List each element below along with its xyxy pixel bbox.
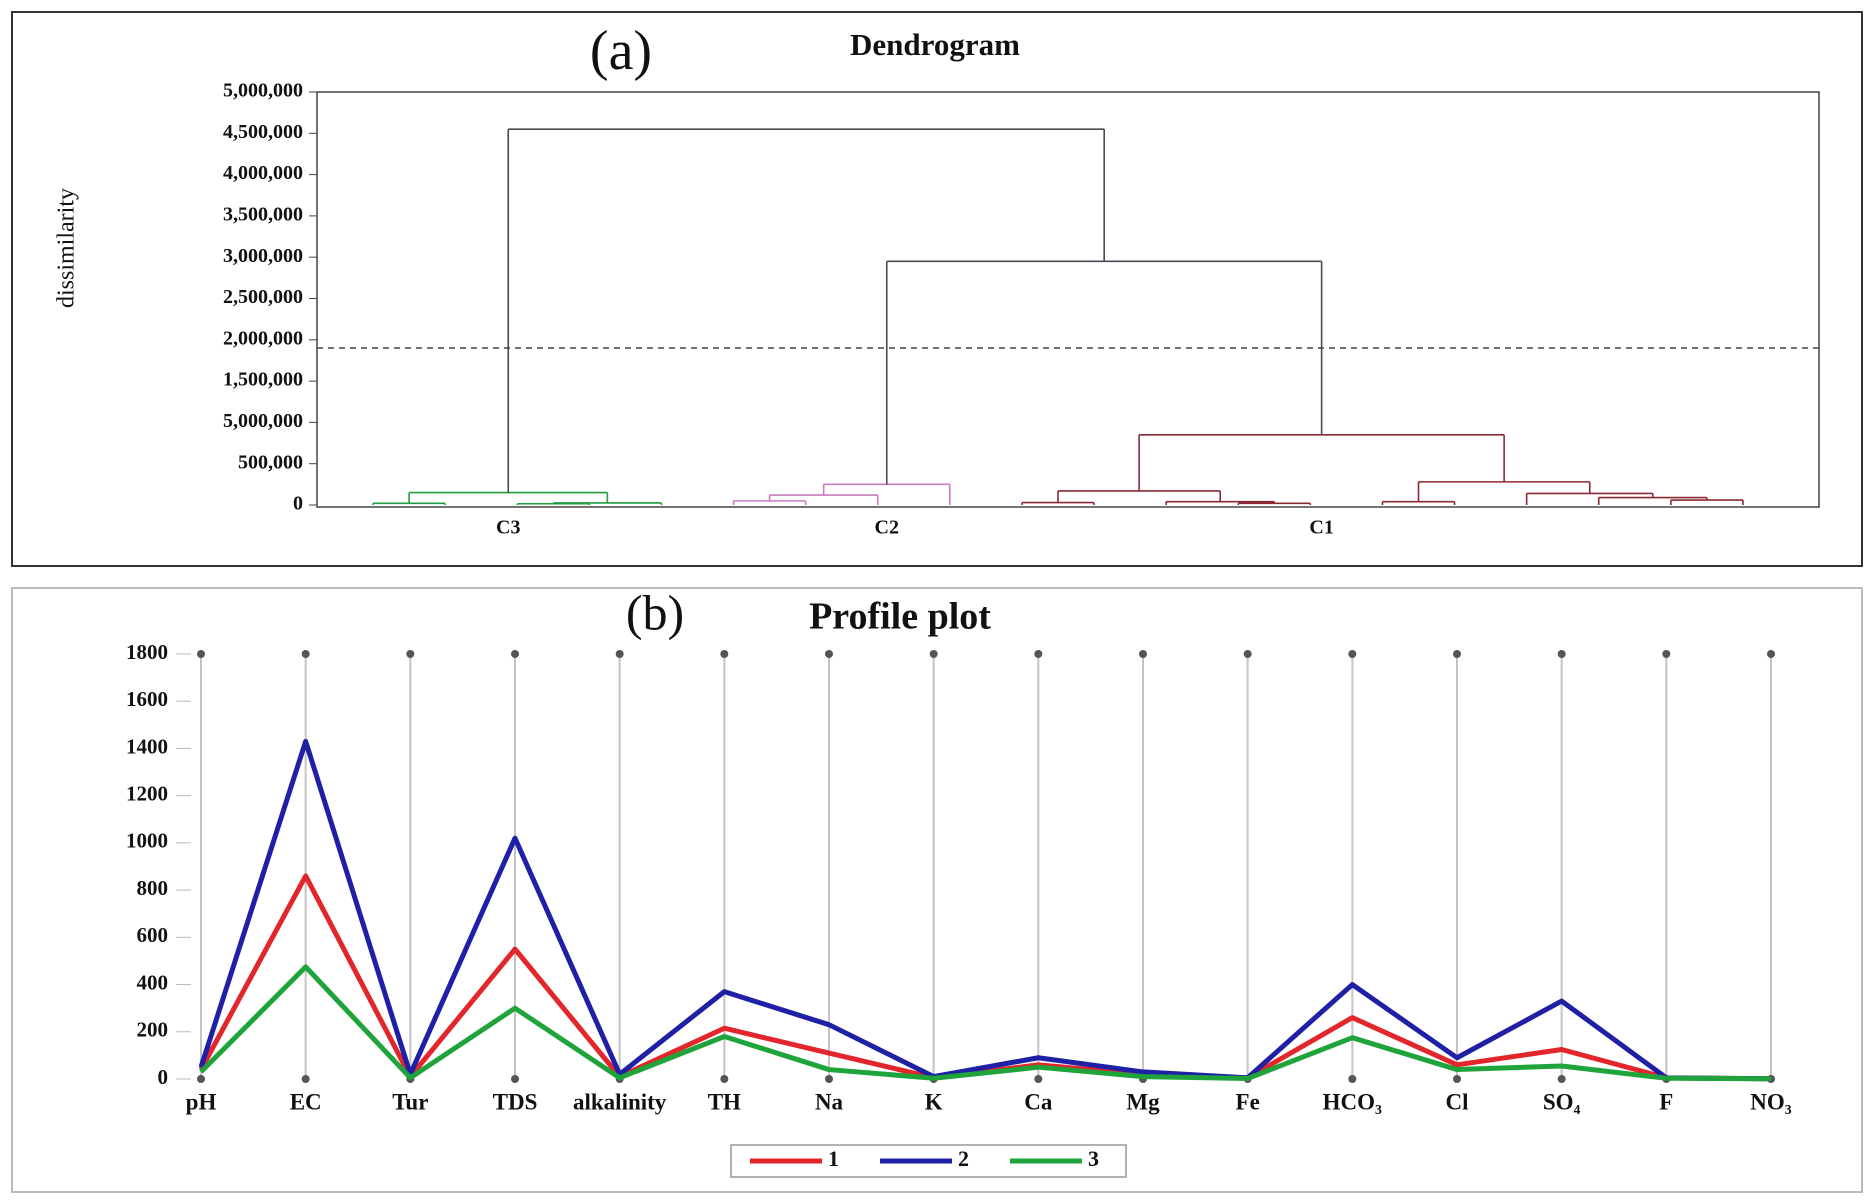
grid-dot: [929, 650, 938, 658]
y-tick-label: 200: [137, 1018, 169, 1042]
chart-title: Dendrogram: [850, 27, 1020, 62]
x-tick-label: EC: [290, 1089, 322, 1114]
y-tick-label: 5,000,000: [223, 410, 303, 432]
y-tick-label: 4,000,000: [223, 162, 303, 184]
y-tick-label: 0: [293, 493, 303, 515]
x-tick-label: Fe: [1236, 1089, 1260, 1114]
x-tick-label: TDS: [493, 1089, 538, 1114]
grid-dot: [301, 1075, 310, 1083]
x-tick-label: Mg: [1126, 1089, 1160, 1114]
panel-label: (a): [590, 20, 652, 82]
cluster-label: C1: [1309, 517, 1333, 539]
y-tick-label: 1,500,000: [223, 369, 303, 391]
panel-b-frame: [11, 587, 1863, 1193]
y-tick-label: 1000: [126, 829, 168, 853]
grid-dot: [1662, 650, 1671, 658]
x-tick-label: Tur: [392, 1089, 428, 1114]
x-tick-label: pH: [186, 1089, 217, 1114]
y-tick-label: 0: [158, 1065, 169, 1089]
y-tick-label: 2,500,000: [223, 286, 303, 308]
cluster-label: C3: [496, 517, 520, 539]
x-tick-label: NO₃: [1750, 1089, 1792, 1114]
grid-dot: [1348, 650, 1357, 658]
grid-dot: [511, 1075, 519, 1083]
grid-dot: [1557, 650, 1566, 658]
grid-dot: [1453, 650, 1461, 658]
grid-dot: [720, 1075, 729, 1083]
y-tick-label: 1400: [126, 734, 168, 758]
grid-dot: [1557, 1075, 1566, 1083]
grid-dot: [197, 1075, 205, 1083]
grid-dot: [1453, 1075, 1461, 1083]
y-tick-label: 600: [137, 923, 169, 947]
y-tick-label: 800: [137, 876, 169, 900]
legend-label: 3: [1088, 1146, 1099, 1171]
y-tick-label: 5,000,000: [223, 80, 303, 102]
grid-dot: [1767, 650, 1775, 658]
grid-dot: [1034, 650, 1043, 658]
y-tick-label: 1600: [126, 687, 168, 711]
x-tick-label: SO₄: [1543, 1089, 1581, 1114]
y-tick-label: 3,000,000: [223, 245, 303, 267]
x-tick-label: alkalinity: [573, 1089, 667, 1114]
grid-dot: [301, 650, 310, 658]
x-tick-label: Na: [815, 1089, 844, 1114]
y-tick-label: 3,500,000: [223, 203, 303, 225]
panel-label: (b): [626, 584, 684, 640]
y-axis-label: dissimilarity: [54, 188, 80, 308]
grid-dot: [406, 650, 415, 658]
grid-dot: [1034, 1075, 1043, 1083]
series-line: [198, 738, 1772, 1082]
grid-dot: [511, 650, 519, 658]
grid-dot: [1243, 650, 1252, 658]
x-tick-label: Cl: [1446, 1089, 1469, 1114]
x-tick-label: K: [925, 1089, 943, 1114]
y-tick-label: 2,000,000: [223, 327, 303, 349]
y-tick-label: 400: [137, 970, 169, 994]
grid-dot: [1139, 650, 1147, 658]
chart-title: Profile plot: [809, 596, 991, 638]
x-tick-label: Ca: [1024, 1089, 1053, 1114]
cluster-label: C2: [875, 517, 899, 539]
y-tick-label: 4,500,000: [223, 121, 303, 143]
grid-dot: [825, 650, 833, 658]
grid-dot: [825, 1075, 833, 1083]
grid-dot: [720, 650, 729, 658]
series-line: [198, 873, 1772, 1082]
y-tick-label: 1800: [126, 640, 168, 664]
legend-label: 1: [828, 1146, 839, 1171]
panel-a-frame: [11, 11, 1863, 567]
legend-label: 2: [958, 1146, 969, 1171]
y-tick-label: 1200: [126, 781, 168, 805]
y-tick-label: 500,000: [238, 451, 303, 473]
grid-dot: [197, 650, 205, 658]
x-tick-label: HCO₃: [1323, 1089, 1382, 1114]
series-line: [199, 964, 1772, 1082]
plot-frame: [316, 91, 1820, 508]
x-tick-label: TH: [708, 1089, 741, 1114]
grid-dot: [1348, 1075, 1357, 1083]
grid-dot: [615, 650, 624, 658]
x-tick-label: F: [1659, 1089, 1673, 1114]
